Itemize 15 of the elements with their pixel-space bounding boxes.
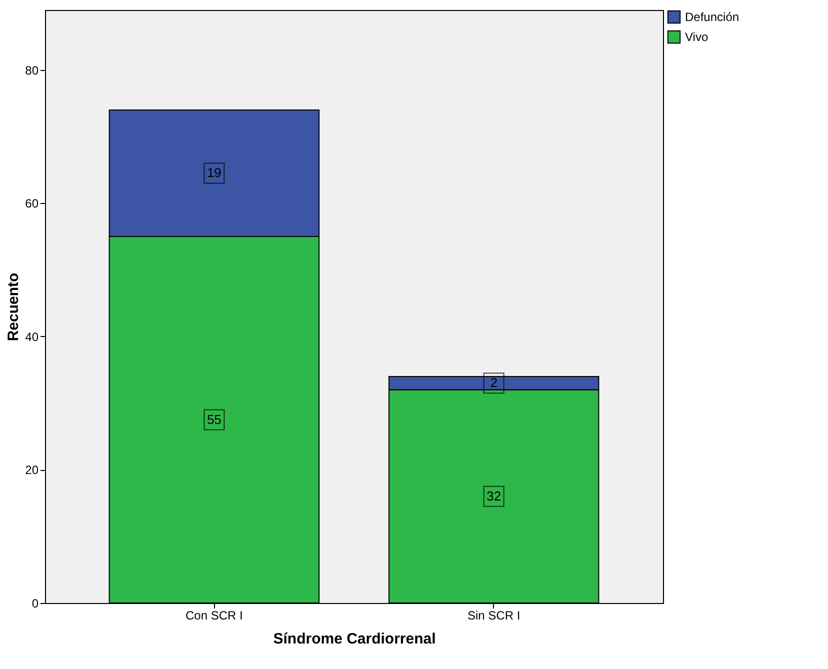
legend-label: Defunción [685, 10, 740, 24]
data-label: 19 [206, 165, 222, 180]
y-tick-label: 20 [25, 463, 39, 478]
y-tick-label: 80 [25, 63, 39, 78]
x-tick-label: Sin SCR I [467, 608, 520, 622]
data-label: 55 [206, 412, 222, 427]
x-axis-title: Síndrome Cardiorrenal [273, 630, 436, 648]
y-tick-label: 0 [32, 596, 39, 610]
y-tick-label: 60 [25, 196, 39, 211]
data-label: 2 [490, 375, 498, 390]
legend-label: Vivo [685, 30, 708, 44]
y-tick-label: 40 [25, 330, 39, 344]
x-tick-label: Con SCR I [186, 608, 243, 622]
y-axis-title: Recuento [5, 272, 22, 342]
data-label: 32 [486, 488, 502, 504]
